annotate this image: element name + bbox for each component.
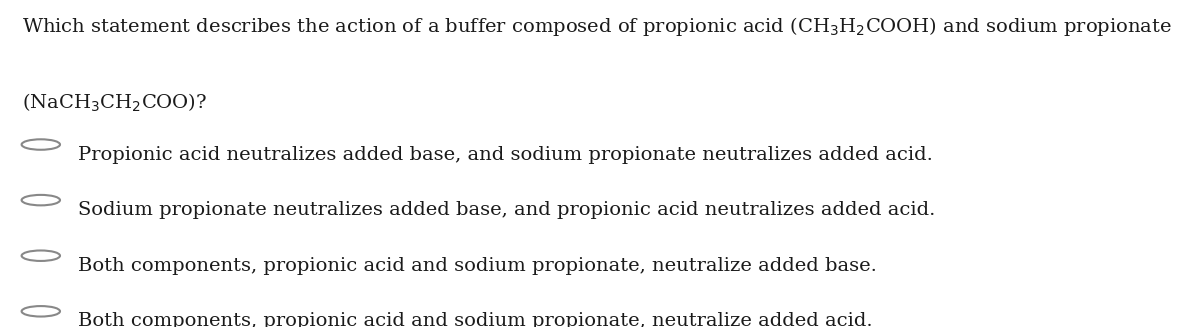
Text: Both components, propionic acid and sodium propionate, neutralize added base.: Both components, propionic acid and sodi… <box>78 257 877 275</box>
Text: Which statement describes the action of a buffer composed of propionic acid (CH$: Which statement describes the action of … <box>22 15 1171 38</box>
Text: Sodium propionate neutralizes added base, and propionic acid neutralizes added a: Sodium propionate neutralizes added base… <box>78 201 935 219</box>
Text: Propionic acid neutralizes added base, and sodium propionate neutralizes added a: Propionic acid neutralizes added base, a… <box>78 146 932 164</box>
Text: (NaCH$_3$CH$_2$COO)?: (NaCH$_3$CH$_2$COO)? <box>22 92 206 114</box>
Text: Both components, propionic acid and sodium propionate, neutralize added acid.: Both components, propionic acid and sodi… <box>78 312 872 327</box>
